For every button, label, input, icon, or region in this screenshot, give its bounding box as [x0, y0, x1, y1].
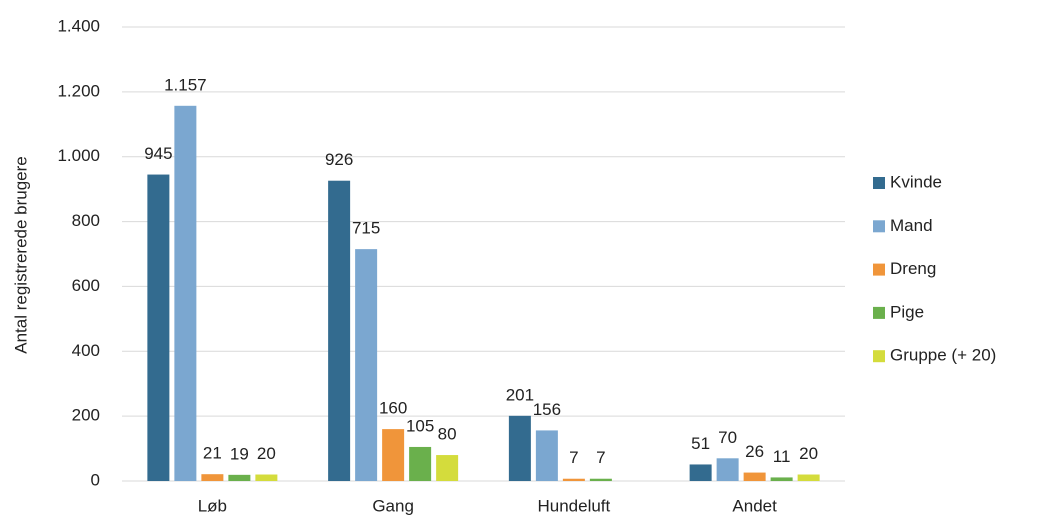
legend-swatch [873, 263, 885, 276]
data-label: 20 [257, 444, 276, 463]
x-tick-label: Gang [372, 496, 414, 515]
bar [328, 180, 351, 481]
legend-label: Pige [890, 302, 924, 321]
y-tick-label: 1.400 [57, 16, 100, 35]
legend-swatch [873, 220, 885, 233]
data-label: 7 [596, 448, 605, 467]
legend-swatch [873, 306, 885, 319]
legend-label: Mand [890, 216, 933, 235]
data-label: 1.157 [164, 75, 207, 94]
bar [589, 478, 612, 481]
y-axis-title: Antal registrerede brugere [11, 156, 30, 354]
data-label: 7 [569, 448, 578, 467]
bar [201, 474, 224, 481]
bar [770, 477, 793, 481]
data-label: 715 [352, 219, 380, 238]
bar [716, 458, 739, 481]
legend-label: Kvinde [890, 172, 942, 191]
y-tick-label: 800 [72, 211, 100, 230]
y-tick-label: 400 [72, 341, 100, 360]
data-label: 26 [745, 442, 764, 461]
data-label: 926 [325, 150, 353, 169]
bar [228, 474, 251, 481]
x-tick-label: Andet [732, 496, 777, 515]
data-label: 105 [406, 416, 434, 435]
data-label: 11 [773, 447, 791, 466]
bar [409, 446, 432, 481]
bar [535, 430, 558, 481]
x-tick-label: Hundeluft [537, 496, 610, 515]
data-label: 51 [691, 434, 710, 453]
data-label: 945 [144, 144, 172, 163]
data-label: 19 [230, 444, 249, 463]
legend-label: Dreng [890, 259, 936, 278]
y-tick-label: 1.200 [57, 81, 100, 100]
bar [255, 474, 278, 481]
y-tick-label: 0 [91, 470, 100, 489]
bar [562, 478, 585, 481]
legend-label: Gruppe (+ 20) [890, 346, 996, 365]
x-tick-label: Løb [198, 496, 227, 515]
bar [174, 105, 197, 482]
legend-swatch [873, 350, 885, 363]
y-tick-label: 1.000 [57, 146, 100, 165]
legend-swatch [873, 177, 885, 189]
bar [689, 464, 712, 481]
bar [743, 472, 766, 481]
data-label: 156 [533, 400, 561, 419]
data-label: 160 [379, 399, 407, 418]
data-label: 201 [506, 385, 534, 404]
bar [508, 415, 531, 481]
y-tick-label: 600 [72, 276, 100, 295]
data-label: 21 [203, 444, 222, 463]
bar [797, 474, 820, 481]
data-label: 70 [718, 428, 737, 447]
bar [355, 249, 378, 481]
y-tick-label: 200 [72, 406, 100, 425]
data-label: 20 [799, 444, 818, 463]
bar [436, 455, 459, 481]
bar [382, 429, 405, 481]
data-label: 80 [438, 425, 457, 444]
bar [147, 174, 170, 482]
